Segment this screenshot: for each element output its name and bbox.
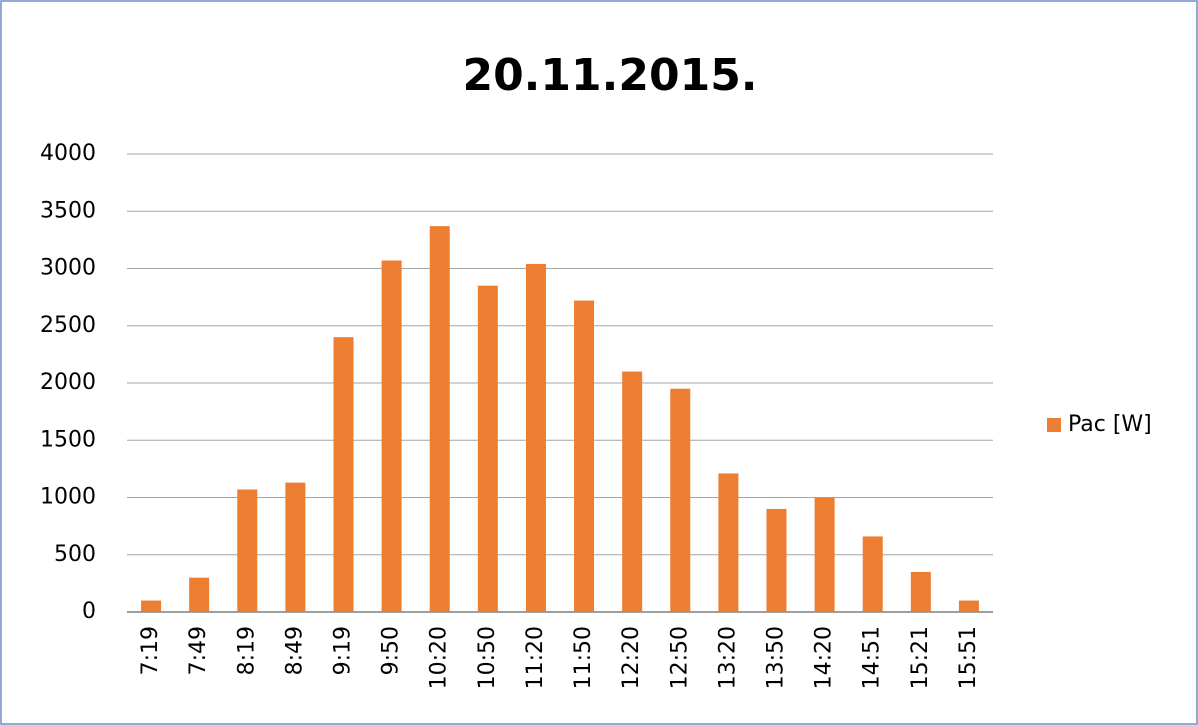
- y-tick-label: 3500: [40, 198, 96, 223]
- x-tick-label: 13:20: [715, 626, 740, 689]
- bar: [958, 600, 979, 612]
- x-tick-label: 8:19: [234, 626, 259, 675]
- x-tick-label: 11:50: [571, 626, 596, 689]
- y-tick-label: 1000: [40, 485, 96, 510]
- legend-label: Pac [W]: [1068, 412, 1152, 437]
- bar: [285, 482, 306, 612]
- x-tick-label: 12:20: [619, 626, 644, 689]
- bar: [381, 260, 402, 612]
- x-tick-label: 9:19: [331, 626, 356, 675]
- legend-swatch: [1047, 418, 1061, 432]
- x-tick-label: 12:50: [667, 626, 692, 689]
- x-tick-label: 14:51: [860, 626, 885, 689]
- bar: [141, 600, 162, 612]
- x-tick-label: 7:49: [186, 626, 211, 675]
- bar: [574, 300, 595, 612]
- bar: [862, 536, 883, 612]
- bar: [670, 388, 691, 612]
- bar: [429, 226, 450, 612]
- chart-title: 20.11.2015.: [462, 50, 757, 101]
- x-tick-label: 10:50: [475, 626, 500, 689]
- x-tick-label: 10:20: [427, 626, 452, 689]
- bar: [766, 508, 787, 612]
- y-tick-label: 500: [54, 542, 96, 567]
- bar: [622, 371, 643, 612]
- bar: [718, 473, 739, 612]
- bar: [525, 263, 546, 612]
- x-tick-label: 7:19: [138, 626, 163, 675]
- x-tick-label: 14:20: [812, 626, 837, 689]
- y-tick-label: 1500: [40, 427, 96, 452]
- x-tick-label: 11:20: [523, 626, 548, 689]
- x-tick-label: 13:50: [764, 626, 789, 689]
- y-tick-label: 2000: [40, 370, 96, 395]
- y-tick-label: 2500: [40, 313, 96, 338]
- bar: [333, 337, 354, 612]
- x-tick-label: 15:51: [956, 626, 981, 689]
- y-tick-label: 4000: [40, 141, 96, 166]
- bar: [814, 497, 835, 612]
- bar: [237, 489, 258, 612]
- y-tick-label: 3000: [40, 256, 96, 281]
- x-tick-label: 9:50: [379, 626, 404, 675]
- bar: [189, 577, 210, 612]
- bar: [910, 571, 931, 612]
- y-tick-label: 0: [82, 599, 96, 624]
- bar: [477, 285, 498, 612]
- x-tick-label: 8:49: [282, 626, 307, 675]
- x-tick-label: 15:21: [908, 626, 933, 689]
